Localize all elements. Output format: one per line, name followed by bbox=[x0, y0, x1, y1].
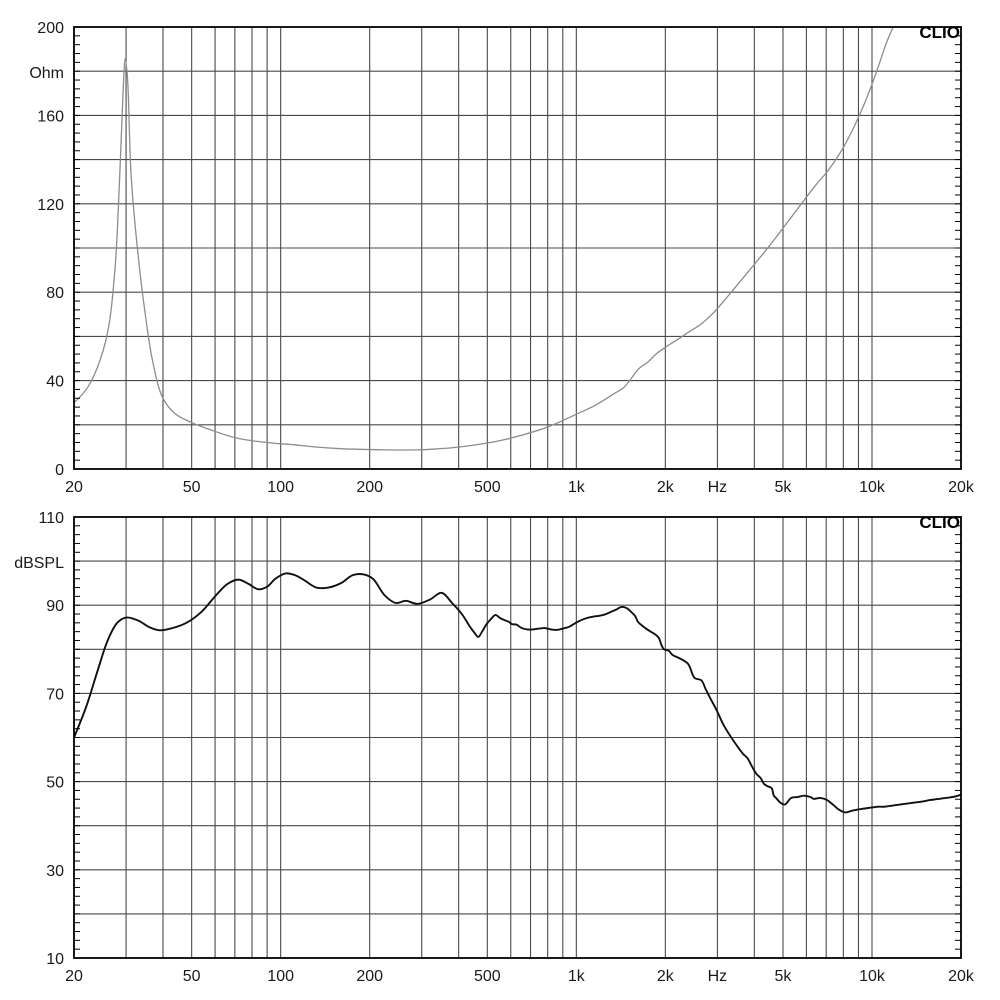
svg-text:Hz: Hz bbox=[708, 479, 728, 496]
svg-text:1k: 1k bbox=[568, 968, 586, 985]
svg-text:20k: 20k bbox=[948, 968, 975, 985]
svg-text:0: 0 bbox=[55, 462, 64, 479]
svg-text:80: 80 bbox=[46, 285, 64, 302]
svg-text:160: 160 bbox=[37, 108, 64, 125]
svg-text:110: 110 bbox=[38, 510, 64, 527]
svg-text:20: 20 bbox=[65, 968, 83, 985]
svg-text:Ohm: Ohm bbox=[29, 65, 64, 82]
svg-text:500: 500 bbox=[474, 479, 501, 496]
svg-text:30: 30 bbox=[46, 863, 64, 880]
svg-text:200: 200 bbox=[356, 479, 383, 496]
svg-text:20: 20 bbox=[65, 479, 83, 496]
svg-text:10k: 10k bbox=[859, 479, 886, 496]
svg-text:200: 200 bbox=[37, 20, 64, 37]
svg-text:50: 50 bbox=[46, 775, 64, 792]
svg-text:dBSPL: dBSPL bbox=[14, 555, 64, 572]
svg-text:90: 90 bbox=[46, 598, 64, 615]
svg-text:120: 120 bbox=[37, 197, 64, 214]
svg-text:70: 70 bbox=[46, 686, 64, 703]
svg-text:CLIO: CLIO bbox=[919, 513, 960, 532]
svg-text:20k: 20k bbox=[948, 479, 975, 496]
svg-text:100: 100 bbox=[267, 968, 294, 985]
svg-text:10: 10 bbox=[46, 951, 64, 968]
svg-text:50: 50 bbox=[183, 479, 201, 496]
svg-text:500: 500 bbox=[474, 968, 501, 985]
svg-text:100: 100 bbox=[267, 479, 294, 496]
svg-text:200: 200 bbox=[356, 968, 383, 985]
svg-text:5k: 5k bbox=[775, 479, 793, 496]
svg-text:CLIO: CLIO bbox=[919, 23, 960, 42]
svg-text:40: 40 bbox=[46, 374, 64, 391]
svg-text:2k: 2k bbox=[657, 968, 675, 985]
svg-text:5k: 5k bbox=[775, 968, 793, 985]
svg-text:Hz: Hz bbox=[708, 968, 728, 985]
svg-text:50: 50 bbox=[183, 968, 201, 985]
svg-text:2k: 2k bbox=[657, 479, 675, 496]
svg-text:10k: 10k bbox=[859, 968, 886, 985]
svg-text:1k: 1k bbox=[568, 479, 586, 496]
